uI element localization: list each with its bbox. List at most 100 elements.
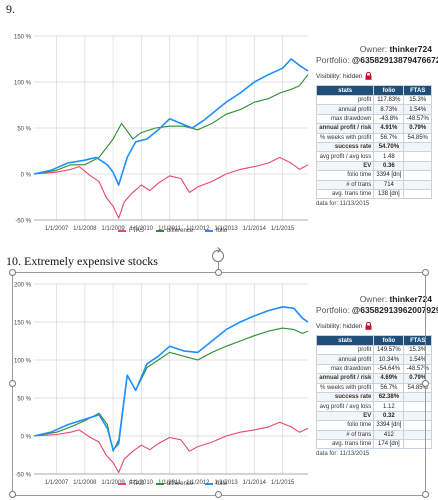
stats-header-cell: FTAS — [403, 85, 432, 96]
stats-cell-ftas — [403, 438, 432, 450]
portfolio-label: Portfolio: — [316, 55, 350, 65]
owner-name[interactable]: thinker724 — [389, 44, 432, 54]
stats-row: profit 117.83% 15.3% — [315, 94, 432, 106]
stats-row: % weeks with profit 56.7% 54.85% — [315, 132, 432, 143]
resize-handle-se[interactable] — [422, 491, 429, 498]
stats-cell-folio: 62.38% — [373, 391, 405, 403]
stats-cell-folio: -43.8% — [373, 113, 405, 125]
stats-cell-folio: 412 — [373, 429, 405, 440]
x-tick-label: 1/1/2012 — [186, 480, 210, 486]
stats-header-cell: folio — [373, 335, 405, 346]
stats-cell-label: success rate — [315, 391, 375, 403]
resize-handle-ne[interactable] — [422, 269, 429, 276]
stats-cell-ftas — [403, 179, 432, 190]
x-tick-label: 1/1/2008 — [73, 480, 97, 486]
stats-cell-ftas — [403, 151, 432, 162]
performance-chart-1: -50 % 0 % 50 % 100 % 150 % 1/1/2007 1/1/2008 1/… — [14, 35, 309, 232]
chart-panel-2: -50 % 0 % 50 % 100 % 150 % 200 % 1/1/2007 1/1/2… — [0, 276, 438, 498]
x-tick-label: 1/1/2009 — [101, 480, 125, 486]
legend-item-ftas[interactable]: FTAS — [118, 481, 144, 487]
legend-swatch-ftas — [118, 230, 126, 232]
stats-header-cell: folio — [373, 85, 405, 96]
stats-cell-folio: 56.7% — [373, 132, 405, 143]
portfolio-info-2: Owner: thinker724 Portfolio: @6358291396… — [315, 294, 438, 458]
x-tick-label: 1/1/2013 — [214, 226, 238, 232]
stats-row: EV 0.36 — [315, 160, 432, 172]
performance-chart-2: -50 % 0 % 50 % 100 % 150 % 200 % 1/1/2007 1/1/2… — [14, 283, 309, 486]
stats-cell-ftas — [403, 429, 432, 440]
stats-cell-label: avg. trans time — [315, 188, 375, 200]
legend-item-difference[interactable]: difference — [155, 481, 194, 487]
rotate-handle-icon[interactable] — [212, 250, 224, 262]
portfolio-info-1: Owner: thinker724 Portfolio: @6358291387… — [315, 44, 438, 208]
resize-handle-e[interactable] — [422, 380, 429, 387]
data-date: data for: 11/13/2015 — [316, 201, 370, 208]
portfolio-label: Portfolio: — [316, 305, 350, 315]
legend-swatch-ftas — [118, 483, 126, 485]
y-tick-label: -50 % — [15, 219, 31, 225]
visibility-text: Visibility: hidden — [316, 322, 363, 330]
owner-name[interactable]: thinker724 — [389, 294, 432, 304]
portfolio-line: Portfolio: @635829138794766727 — [316, 55, 438, 66]
data-date: data for: 11/13/2015 — [316, 451, 370, 458]
resize-handle-nw[interactable] — [9, 269, 16, 276]
stats-cell-folio: 0.36 — [373, 160, 405, 172]
portfolio-line: Portfolio: @635829139620079294 — [316, 305, 438, 316]
resize-handle-n[interactable] — [215, 269, 222, 276]
portfolio-id[interactable]: @635829139620079294 — [351, 305, 438, 315]
resize-handle-sw[interactable] — [9, 491, 16, 498]
series-line-folio — [33, 58, 309, 186]
stats-cell-label: max drawdown — [315, 363, 375, 375]
stats-row: EV 0.32 — [315, 410, 432, 422]
stats-cell-label: annual profit / risk — [315, 373, 375, 384]
legend-item-folio[interactable]: folio — [205, 481, 227, 487]
stats-row: annual profit / risk 4.91% 0.79% — [315, 123, 432, 134]
resize-handle-s[interactable] — [215, 491, 222, 498]
stats-cell-ftas — [403, 188, 432, 200]
stats-cell-label: % weeks with profit — [315, 132, 375, 143]
stats-cell-folio: 4.91% — [373, 123, 405, 134]
stats-cell-label: folio time — [315, 170, 375, 181]
stats-cell-ftas: 54.85% — [403, 132, 432, 143]
rotate-handle-stem — [218, 262, 219, 272]
x-tick-label: 1/1/2010 — [130, 480, 154, 486]
legend-swatch-difference — [155, 230, 164, 232]
stats-table-1: stats folio FTAS profit 117.83% 15.3% annual p… — [315, 85, 432, 200]
stats-cell-folio: 3394 [dn] — [373, 420, 405, 431]
stats-cell-folio: 8.73% — [373, 104, 405, 115]
stats-header-cell: stats — [315, 335, 375, 346]
legend-label-difference: difference — [166, 481, 194, 487]
stats-cell-ftas — [403, 141, 432, 153]
stats-cell-folio: 3394 [dn] — [373, 170, 405, 181]
portfolio-id[interactable]: @635829138794766727 — [351, 55, 438, 65]
y-tick-label: 0 % — [21, 435, 32, 441]
stats-cell-label: avg. trans time — [315, 438, 375, 450]
legend-item-ftas[interactable]: FTAS — [118, 228, 144, 234]
stats-cell-ftas — [403, 410, 432, 422]
legend-item-folio[interactable]: folio — [205, 228, 227, 234]
owner-line: Owner: thinker724 — [316, 294, 432, 305]
stats-cell-ftas — [403, 160, 432, 172]
stats-cell-label: annual profit — [315, 354, 375, 365]
x-tick-label: 1/1/2011 — [158, 480, 182, 486]
stats-table-2: stats folio FTAS profit 149.57% 15.3% annual p… — [315, 335, 432, 450]
stats-cell-folio: 54.70% — [373, 141, 405, 153]
stats-cell-folio: 149.57% — [373, 344, 405, 356]
x-tick-label: 1/1/2011 — [158, 226, 182, 232]
stats-cell-label: EV — [315, 160, 375, 172]
stats-cell-ftas: -48.57% — [403, 363, 432, 375]
stats-row: avg. trans time 138 [dn] — [315, 188, 432, 200]
stats-row: folio time 3394 [dn] — [315, 170, 432, 181]
stats-header-row: stats folio FTAS — [315, 335, 432, 346]
stats-cell-label: folio time — [315, 420, 375, 431]
y-tick-label: 150 % — [14, 321, 32, 327]
stats-row: folio time 3394 [dn] — [315, 420, 432, 431]
legend-item-difference[interactable]: difference — [155, 228, 193, 234]
stats-cell-ftas — [403, 420, 432, 431]
series-line-folio — [33, 305, 309, 451]
resize-handle-w[interactable] — [9, 380, 16, 387]
section-heading-9: 9. — [6, 2, 15, 16]
visibility-text: Visibility: hidden — [316, 72, 363, 80]
stats-row: avg profit / avg loss 1.12 — [315, 401, 432, 412]
lock-icon — [365, 322, 371, 330]
